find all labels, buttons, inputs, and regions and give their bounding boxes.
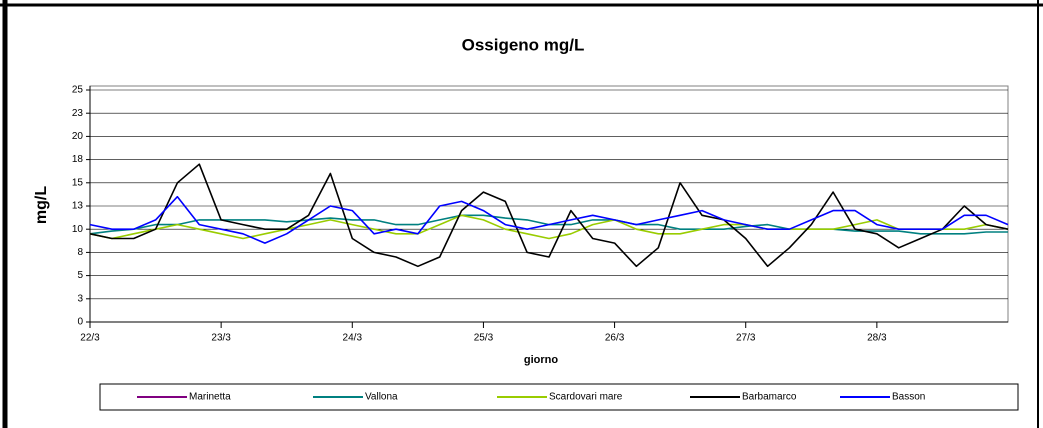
x-tick-label: 24/3	[343, 333, 363, 344]
y-tick-label: 8	[77, 247, 83, 258]
y-tick-label: 13	[72, 201, 84, 212]
legend-label: Marinetta	[189, 392, 231, 403]
series-line	[89, 163, 1009, 268]
y-tick-label: 18	[72, 154, 84, 165]
y-axis-label: mg/L	[33, 186, 50, 224]
x-tick-label: 23/3	[211, 333, 231, 344]
legend-label: Scardovari mare	[549, 392, 623, 403]
plot-area	[89, 85, 1009, 323]
x-tick-label: 27/3	[736, 333, 756, 344]
legend-label: Barbamarco	[742, 392, 797, 403]
y-tick-label: 20	[72, 131, 84, 142]
y-tick-label: 3	[77, 293, 83, 304]
y-tick-label: 15	[72, 177, 84, 188]
chart-title: Ossigeno mg/L	[462, 35, 585, 54]
x-axis-label: giorno	[524, 354, 558, 366]
y-tick-label: 0	[77, 317, 83, 328]
y-tick-label: 23	[72, 108, 84, 119]
x-tick-label: 26/3	[605, 333, 625, 344]
y-tick-label: 25	[72, 85, 84, 96]
y-tick-label: 5	[77, 270, 83, 281]
legend-label: Basson	[892, 392, 925, 403]
y-tick-label: 10	[72, 224, 84, 235]
series-line	[89, 214, 1009, 240]
x-tick-label: 28/3	[867, 333, 887, 344]
x-tick-label: 22/3	[80, 333, 100, 344]
x-tick-label: 25/3	[474, 333, 494, 344]
series-line	[89, 195, 1009, 244]
legend-label: Vallona	[365, 392, 398, 403]
